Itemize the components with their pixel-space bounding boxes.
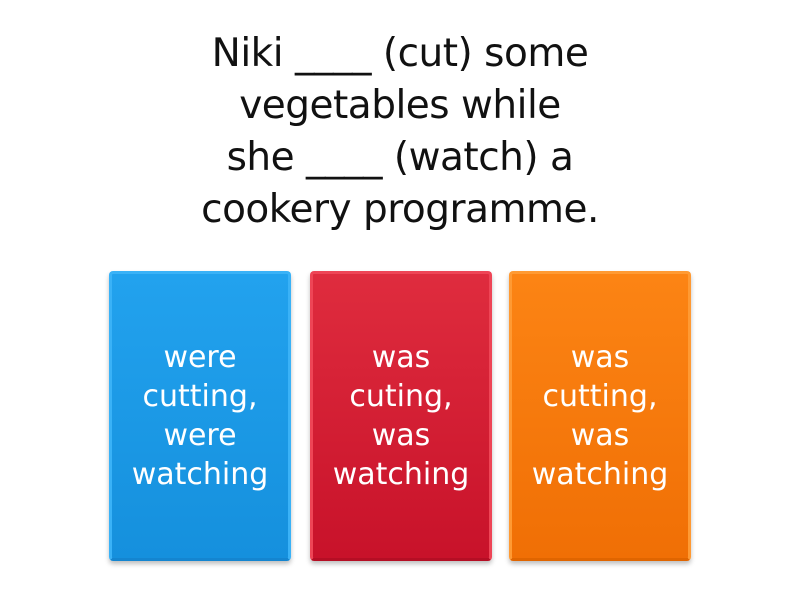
answer-label: were cutting, were watching xyxy=(131,340,269,492)
answer-option-3[interactable]: was cutting, was watching xyxy=(509,271,691,561)
question-text: Niki ____ (cut) some vegetables while sh… xyxy=(150,28,650,236)
answer-label: was cuting, was watching xyxy=(332,340,470,492)
answer-label: was cutting, was watching xyxy=(531,340,669,492)
question-line: cookery programme. xyxy=(201,187,599,232)
question-line: she ____ (watch) a xyxy=(226,135,574,180)
question-line: vegetables while xyxy=(239,83,561,128)
answer-option-1[interactable]: were cutting, were watching xyxy=(109,271,291,561)
question-line: Niki ____ (cut) some xyxy=(211,31,589,76)
answer-option-2[interactable]: was cuting, was watching xyxy=(310,271,492,561)
